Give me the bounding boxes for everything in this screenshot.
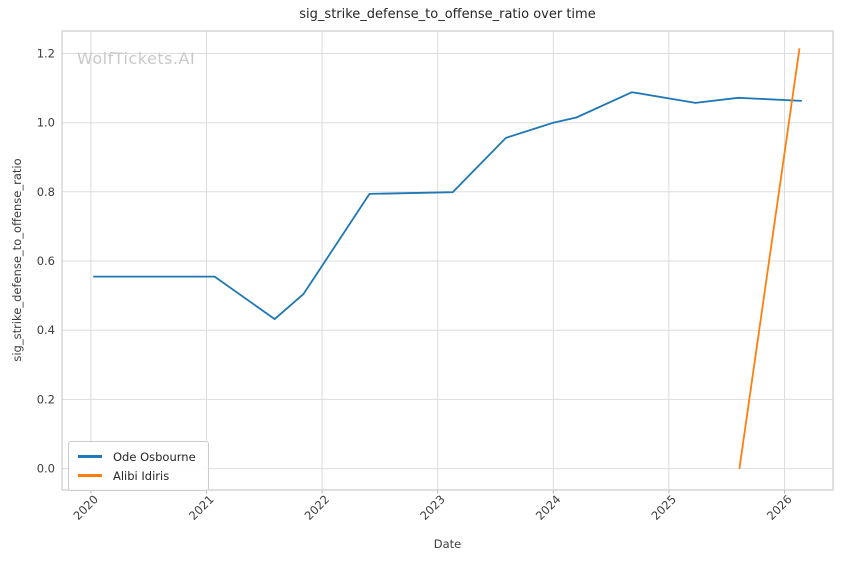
svg-text:0.8: 0.8 [37,185,55,199]
legend-label: Ode Osbourne [113,449,196,464]
svg-text:2021: 2021 [186,492,217,523]
legend: Ode Osbourne Alibi Idiris [68,441,209,491]
y-axis-label: sig_strike_defense_to_offense_ratio [10,158,24,362]
svg-text:2024: 2024 [533,492,564,523]
svg-text:1.2: 1.2 [37,47,55,61]
legend-line-swatch-blue [78,455,102,458]
svg-text:2020: 2020 [70,492,101,523]
svg-text:0.6: 0.6 [37,254,55,268]
svg-text:2023: 2023 [417,492,448,523]
svg-text:1.0: 1.0 [37,116,55,130]
watermark: WolfTickets.AI [77,49,196,68]
svg-text:0.4: 0.4 [37,323,55,337]
chart-title: sig_strike_defense_to_offense_ratio over… [299,7,596,22]
x-axis-label: Date [433,537,462,551]
legend-label: Alibi Idiris [113,468,170,483]
legend-item-alibi-idiris: Alibi Idiris [78,466,196,485]
svg-text:2025: 2025 [648,492,679,523]
svg-text:2026: 2026 [764,492,795,523]
legend-item-ode-osbourne: Ode Osbourne [78,447,196,466]
svg-text:0.2: 0.2 [37,392,55,406]
svg-text:2022: 2022 [302,492,333,523]
svg-text:0.0: 0.0 [37,462,55,476]
legend-line-swatch-orange [78,474,102,477]
